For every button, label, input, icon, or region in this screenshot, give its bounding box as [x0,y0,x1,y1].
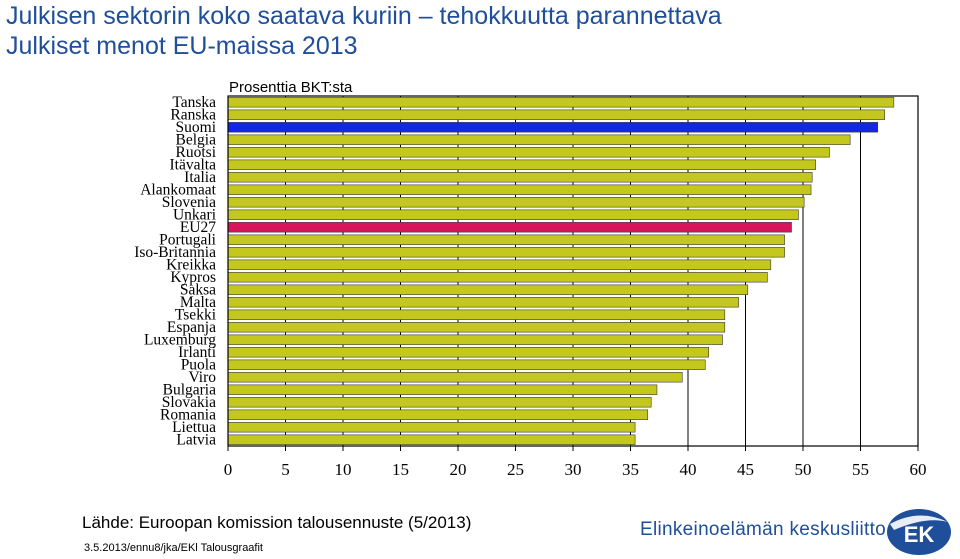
bar-alankomaat [228,185,811,195]
bar-tsekki [228,310,725,320]
bar-bulgaria [228,385,657,395]
chart-subtitle: Prosenttia BKT:sta [229,79,353,96]
logo-text: EK [904,522,935,547]
x-tick-label: 60 [910,460,927,479]
source-note: Lähde: Euroopan komission talousennuste … [82,513,471,533]
bar-chart: Prosenttia BKT:sta TanskaRanskaSuomiBelg… [0,0,960,500]
organization-name: Elinkeinoelämän keskusliitto [640,519,886,541]
bar-itävalta [228,160,816,170]
bar-espanja [228,322,725,332]
bar-ranska [228,110,885,120]
bar-malta [228,297,739,307]
ek-logo-icon: EK [886,506,952,556]
x-tick-label: 10 [335,460,352,479]
bar-saksa [228,285,748,295]
bar-tanska [228,97,894,107]
category-label: Latvia [176,431,216,448]
bar-irlanti [228,347,709,357]
x-tick-label: 45 [737,460,754,479]
bar-ruotsi [228,147,829,157]
bar-belgia [228,135,850,145]
bar-puola [228,360,705,370]
bar-iso-britannia [228,247,785,257]
bar-kreikka [228,260,771,270]
x-tick-label: 55 [852,460,869,479]
bar-unkari [228,210,798,220]
x-tick-label: 25 [507,460,524,479]
bar-romania [228,410,648,420]
bar-viro [228,372,682,382]
x-tick-label: 40 [680,460,697,479]
x-tick-label: 50 [795,460,812,479]
bar-kypros [228,272,767,282]
bar-slovakia [228,397,651,407]
bar-italia [228,172,812,182]
bar-suomi [228,122,878,132]
bar-eu27 [228,222,792,232]
credit-note: 3.5.2013/ennu8/jka/EKl Talousgraafit [84,542,263,554]
bar-luxemburg [228,335,723,345]
bar-liettua [228,422,635,432]
x-tick-label: 20 [450,460,467,479]
bar-latvia [228,435,635,445]
x-tick-label: 5 [281,460,290,479]
x-tick-label: 0 [224,460,233,479]
x-tick-label: 30 [565,460,582,479]
x-tick-label: 35 [622,460,639,479]
x-tick-label: 15 [392,460,409,479]
bar-portugali [228,235,785,245]
bar-slovenia [228,197,804,207]
